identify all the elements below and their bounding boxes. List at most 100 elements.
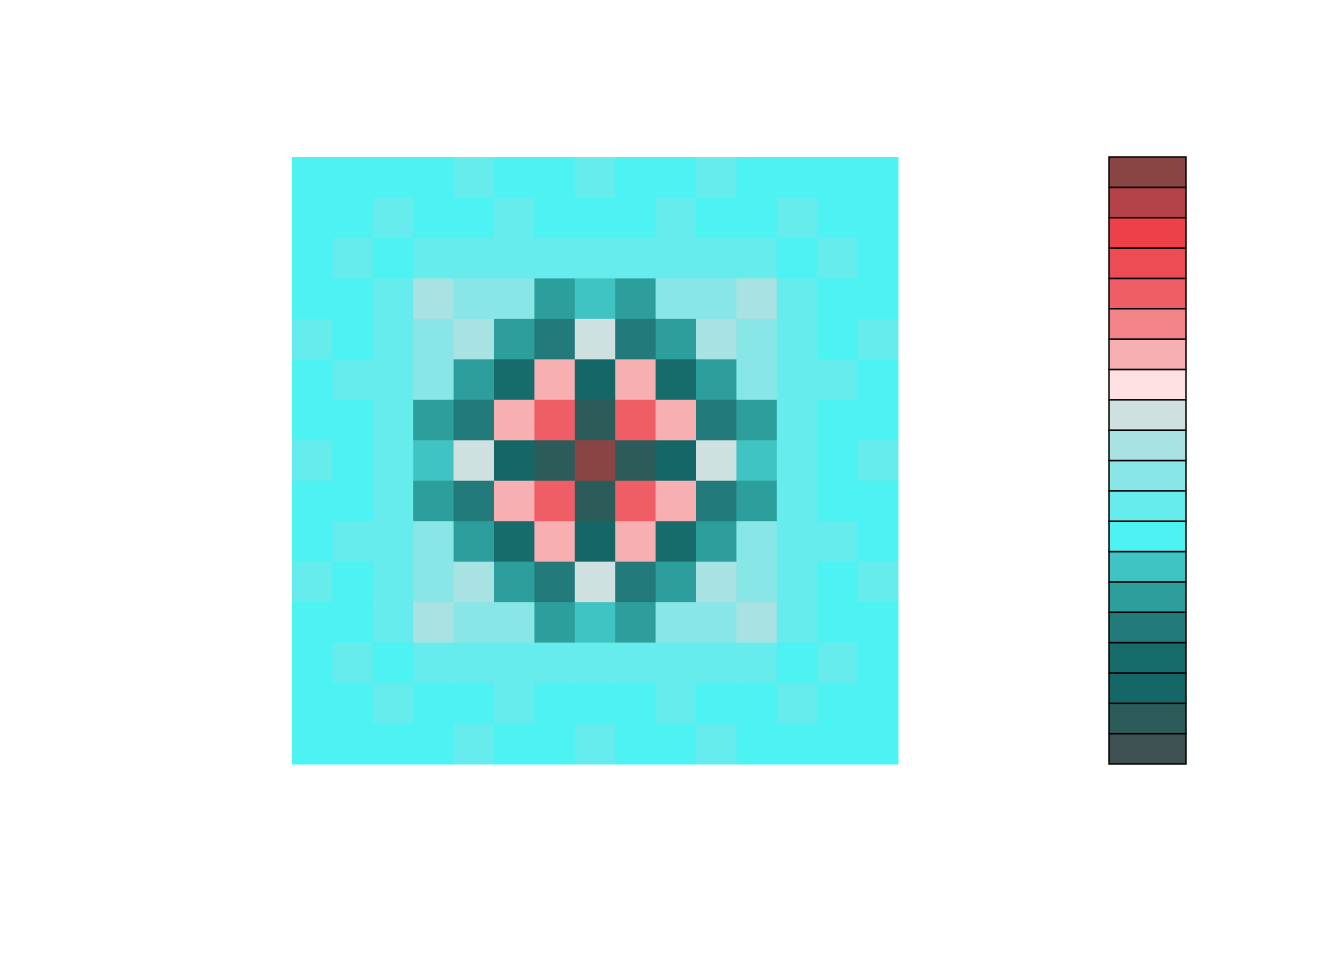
contour-cell: [372, 318, 414, 360]
contour-cell: [332, 642, 374, 684]
contour-cell: [857, 278, 899, 320]
colorbar-cell: [1108, 216, 1187, 249]
contour-cell: [615, 399, 657, 441]
colorbar-cell: [1108, 520, 1187, 553]
contour-cell: [372, 480, 414, 522]
contour-cell: [696, 157, 737, 198]
contour-cell: [494, 521, 535, 563]
contour-cell: [413, 723, 455, 765]
contour-cell: [332, 723, 374, 765]
contour-cell: [817, 521, 859, 563]
contour-cell: [736, 521, 778, 563]
contour-cell: [736, 359, 778, 401]
contour-cell: [736, 602, 778, 644]
contour-cell: [332, 318, 374, 360]
contour-cell: [494, 642, 535, 684]
contour-cell: [857, 683, 899, 725]
colorbar-cell: [1108, 732, 1187, 765]
contour-cell: [655, 683, 697, 725]
contour-cell: [615, 723, 657, 765]
contour-cell: [372, 237, 414, 279]
contour-cell: [655, 440, 697, 482]
contour-cell: [534, 399, 576, 441]
contour-cell: [696, 197, 737, 239]
contour-cell: [696, 602, 737, 644]
contour-cell: [857, 521, 899, 563]
contour-cell: [696, 399, 737, 441]
contour-cell: [817, 642, 859, 684]
contour-cell: [574, 278, 616, 320]
contour-cell: [494, 278, 535, 320]
contour-cell: [453, 399, 495, 441]
contour-cell: [736, 157, 778, 198]
contour-cell: [494, 440, 535, 482]
contour-cell: [817, 602, 859, 644]
contour-cell: [494, 197, 535, 239]
contour-cell: [696, 237, 737, 279]
contour-cell: [615, 318, 657, 360]
contour-cell: [453, 278, 495, 320]
contour-cell: [413, 359, 455, 401]
contour-cell: [372, 642, 414, 684]
colorbar-cell: [1108, 459, 1187, 492]
contour-cell: [413, 642, 455, 684]
colorbar-cell: [1108, 702, 1187, 735]
contour-cell: [534, 683, 576, 725]
contour-cell: [776, 399, 818, 441]
contour-cell: [696, 561, 737, 603]
contour-cell: [817, 157, 859, 198]
contour-cell: [332, 602, 374, 644]
contour-cell: [776, 359, 818, 401]
contour-cell: [655, 642, 697, 684]
contour-cell: [453, 723, 495, 765]
contour-cell: [372, 683, 414, 725]
contour-cell: [696, 359, 737, 401]
contour-cell: [413, 318, 455, 360]
contour-cell: [332, 237, 374, 279]
contour-cell: [332, 521, 374, 563]
contour-cell: [817, 359, 859, 401]
contour-cell: [615, 521, 657, 563]
contour-cell: [776, 480, 818, 522]
contour-cell: [615, 561, 657, 603]
contour-cell: [615, 157, 657, 198]
contour-cell: [534, 359, 576, 401]
contour-cell: [615, 197, 657, 239]
contour-cell: [372, 440, 414, 482]
contour-cell: [413, 480, 455, 522]
contour-cell: [574, 683, 616, 725]
contour-cell: [292, 561, 333, 603]
contour-cell: [574, 359, 616, 401]
contour-cell: [292, 440, 333, 482]
contour-cell: [494, 399, 535, 441]
contour-cell: [372, 278, 414, 320]
contour-cell: [615, 237, 657, 279]
contour-cell: [534, 440, 576, 482]
contour-cell: [615, 278, 657, 320]
contour-cell: [655, 723, 697, 765]
contour-cell: [736, 723, 778, 765]
contour-cell: [534, 602, 576, 644]
contour-cell: [453, 521, 495, 563]
contour-cell: [857, 602, 899, 644]
contour-cell: [857, 561, 899, 603]
contour-cell: [453, 157, 495, 198]
contour-cell: [453, 197, 495, 239]
contour-cell: [332, 157, 374, 198]
contour-cell: [413, 197, 455, 239]
contour-cell: [817, 561, 859, 603]
contour-cell: [776, 683, 818, 725]
contour-cell: [857, 237, 899, 279]
contour-cell: [494, 723, 535, 765]
colorbar-cell: [1108, 641, 1187, 674]
contour-cell: [857, 440, 899, 482]
contour-cell: [413, 237, 455, 279]
contour-cell: [776, 642, 818, 684]
colorbar-cell: [1108, 550, 1187, 583]
contour-cell: [574, 318, 616, 360]
contour-cell: [372, 359, 414, 401]
contour-cell: [615, 480, 657, 522]
colorbar-cell: [1108, 399, 1187, 431]
contour-cell: [453, 642, 495, 684]
contour-cell: [736, 197, 778, 239]
